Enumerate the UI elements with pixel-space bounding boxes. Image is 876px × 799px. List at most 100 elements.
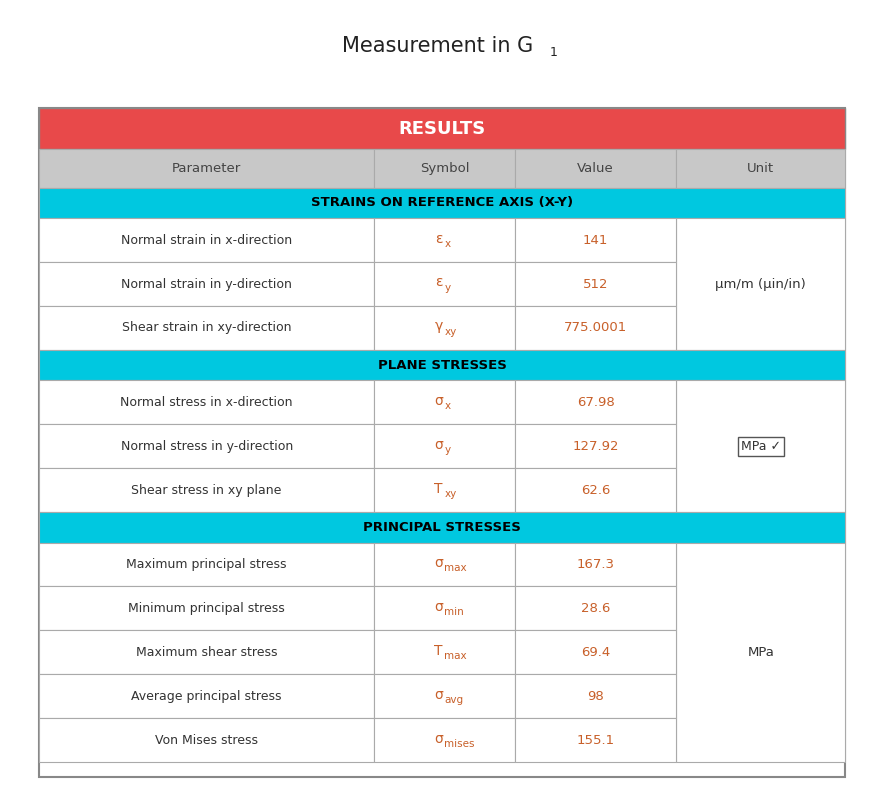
Text: mises: mises: [444, 739, 475, 749]
Bar: [374, 262, 515, 306]
Bar: [676, 543, 845, 762]
Text: 141: 141: [583, 233, 608, 247]
Bar: [515, 424, 676, 468]
Bar: [39, 108, 845, 149]
Text: Normal strain in y-direction: Normal strain in y-direction: [121, 277, 292, 291]
Text: max: max: [444, 563, 467, 574]
Text: x: x: [444, 401, 450, 411]
Text: 28.6: 28.6: [581, 602, 611, 615]
Bar: [374, 718, 515, 762]
Text: 69.4: 69.4: [581, 646, 610, 659]
Text: σ: σ: [434, 600, 442, 614]
Bar: [374, 674, 515, 718]
Bar: [515, 674, 676, 718]
Bar: [39, 108, 845, 777]
Text: ε: ε: [435, 276, 442, 289]
Text: Maximum principal stress: Maximum principal stress: [126, 558, 287, 571]
Text: Minimum principal stress: Minimum principal stress: [128, 602, 285, 615]
Text: min: min: [444, 607, 464, 618]
Bar: [39, 380, 374, 424]
Bar: [374, 630, 515, 674]
Bar: [39, 149, 374, 188]
Bar: [374, 586, 515, 630]
Bar: [374, 380, 515, 424]
Bar: [374, 218, 515, 262]
Text: 512: 512: [583, 277, 608, 291]
Bar: [39, 350, 845, 380]
Bar: [676, 218, 845, 350]
Text: y: y: [444, 445, 450, 455]
Text: 127.92: 127.92: [572, 439, 618, 453]
Bar: [374, 149, 515, 188]
Text: STRAINS ON REFERENCE AXIS (X-Y): STRAINS ON REFERENCE AXIS (X-Y): [311, 197, 574, 209]
Text: σ: σ: [434, 556, 442, 570]
Text: PLANE STRESSES: PLANE STRESSES: [378, 359, 507, 372]
Bar: [676, 380, 845, 512]
Bar: [39, 218, 374, 262]
Text: σ: σ: [434, 732, 442, 745]
Text: Normal stress in y-direction: Normal stress in y-direction: [121, 439, 293, 453]
Text: μm/m (μin/in): μm/m (μin/in): [716, 277, 806, 291]
Bar: [676, 149, 845, 188]
Text: ε: ε: [435, 232, 442, 245]
Bar: [39, 630, 374, 674]
Bar: [39, 674, 374, 718]
Bar: [515, 218, 676, 262]
Text: Average principal stress: Average principal stress: [131, 690, 282, 703]
Bar: [515, 262, 676, 306]
Text: Value: Value: [577, 162, 614, 175]
Bar: [39, 586, 374, 630]
Text: T: T: [434, 644, 442, 658]
Bar: [515, 380, 676, 424]
Bar: [39, 512, 845, 543]
Text: 167.3: 167.3: [576, 558, 614, 571]
Bar: [515, 306, 676, 350]
Text: MPa: MPa: [747, 646, 774, 659]
Text: MPa ✓: MPa ✓: [741, 439, 781, 453]
Text: σ: σ: [434, 688, 442, 702]
Text: 67.98: 67.98: [576, 396, 614, 409]
Bar: [374, 468, 515, 512]
Text: avg: avg: [444, 695, 463, 706]
Text: 155.1: 155.1: [576, 733, 615, 747]
Bar: [39, 262, 374, 306]
Bar: [39, 543, 374, 586]
Text: Unit: Unit: [747, 162, 774, 175]
Text: γ: γ: [434, 320, 442, 333]
Text: y: y: [444, 283, 450, 293]
Text: Symbol: Symbol: [420, 162, 470, 175]
Text: max: max: [444, 651, 467, 662]
Text: Normal stress in x-direction: Normal stress in x-direction: [120, 396, 293, 409]
Bar: [515, 718, 676, 762]
Bar: [39, 306, 374, 350]
Bar: [374, 543, 515, 586]
Bar: [374, 306, 515, 350]
Bar: [515, 543, 676, 586]
Text: 98: 98: [587, 690, 604, 703]
Text: Maximum shear stress: Maximum shear stress: [136, 646, 278, 659]
Bar: [374, 424, 515, 468]
Text: Normal strain in x-direction: Normal strain in x-direction: [121, 233, 293, 247]
Bar: [39, 718, 374, 762]
Text: RESULTS: RESULTS: [399, 120, 486, 137]
Bar: [39, 188, 845, 218]
Bar: [515, 149, 676, 188]
Text: Shear stress in xy plane: Shear stress in xy plane: [131, 483, 282, 497]
Text: Measurement in G: Measurement in G: [343, 36, 533, 56]
Bar: [515, 468, 676, 512]
Text: x: x: [444, 239, 450, 249]
Bar: [515, 586, 676, 630]
Text: PRINCIPAL STRESSES: PRINCIPAL STRESSES: [364, 521, 521, 534]
Text: σ: σ: [434, 394, 442, 407]
Text: σ: σ: [434, 438, 442, 451]
Text: xy: xy: [444, 489, 456, 499]
Bar: [515, 630, 676, 674]
Bar: [39, 468, 374, 512]
Bar: [39, 424, 374, 468]
Text: 62.6: 62.6: [581, 483, 611, 497]
Text: xy: xy: [444, 327, 456, 337]
Text: Shear strain in xy-direction: Shear strain in xy-direction: [122, 321, 292, 335]
Text: Parameter: Parameter: [172, 162, 241, 175]
Text: 775.0001: 775.0001: [564, 321, 627, 335]
Text: T: T: [434, 482, 442, 495]
